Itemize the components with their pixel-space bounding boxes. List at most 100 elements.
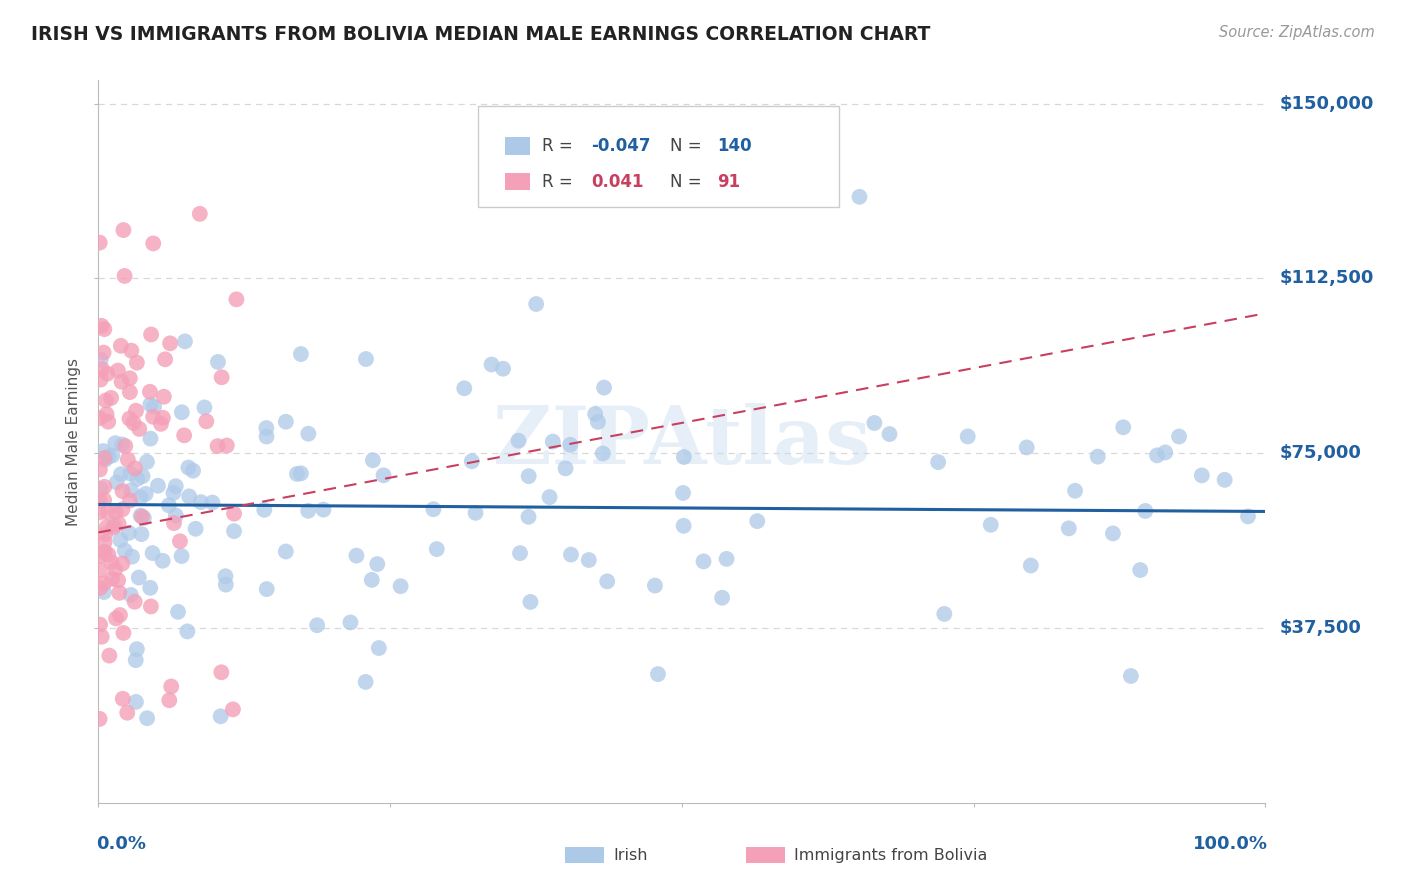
Text: ZIPAtlas: ZIPAtlas <box>494 402 870 481</box>
Point <box>89 493 111 508</box>
Point <box>195 414 218 428</box>
Point <box>118 411 141 425</box>
Point <box>98 648 121 663</box>
Point <box>103 520 125 534</box>
Point <box>117 452 139 467</box>
Text: IRISH VS IMMIGRANTS FROM BOLIVIA MEDIAN MALE EARNINGS CORRELATION CHART: IRISH VS IMMIGRANTS FROM BOLIVIA MEDIAN … <box>31 25 931 44</box>
Point <box>149 417 172 431</box>
Point <box>111 437 134 451</box>
Point <box>117 706 139 720</box>
Point <box>127 472 149 486</box>
Text: R =: R = <box>541 173 578 191</box>
Point <box>108 586 131 600</box>
Point <box>215 577 238 591</box>
Point <box>354 674 377 689</box>
Point <box>517 509 540 524</box>
Point <box>461 454 484 468</box>
Point <box>93 345 115 359</box>
Point <box>177 489 200 503</box>
Point <box>97 506 120 520</box>
Text: -0.047: -0.047 <box>591 137 651 155</box>
Point <box>517 469 540 483</box>
Point <box>107 516 129 531</box>
Point <box>157 693 180 707</box>
Point <box>207 355 229 369</box>
Y-axis label: Median Male Earnings: Median Male Earnings <box>66 358 82 525</box>
Point <box>128 570 150 584</box>
Point <box>124 595 146 609</box>
Point <box>1064 483 1087 498</box>
Point <box>104 563 127 577</box>
Point <box>129 508 152 523</box>
Point <box>290 467 312 481</box>
Point <box>104 436 127 450</box>
Point <box>136 455 159 469</box>
Point <box>297 504 319 518</box>
Point <box>177 460 200 475</box>
Point <box>152 410 174 425</box>
Point <box>290 347 312 361</box>
Point <box>89 411 111 425</box>
Point <box>97 548 120 562</box>
Point <box>153 390 176 404</box>
Point <box>90 318 112 333</box>
Text: 140: 140 <box>717 137 752 155</box>
Point <box>672 486 695 500</box>
Point <box>519 595 541 609</box>
Point <box>181 464 204 478</box>
Point <box>170 549 193 563</box>
Point <box>146 479 169 493</box>
Point <box>1237 509 1260 524</box>
Point <box>122 416 145 430</box>
Bar <box>565 847 603 863</box>
Point <box>169 534 191 549</box>
Text: N =: N = <box>671 137 707 155</box>
Point <box>114 543 136 558</box>
Point <box>118 493 141 508</box>
Point <box>135 487 157 501</box>
Point <box>1119 669 1142 683</box>
Point <box>214 569 236 583</box>
Point <box>111 557 134 571</box>
Point <box>256 429 278 443</box>
Text: $75,000: $75,000 <box>1279 444 1361 462</box>
Point <box>1087 450 1109 464</box>
Point <box>193 401 215 415</box>
Point <box>207 439 229 453</box>
Point <box>1112 420 1135 434</box>
Point <box>554 461 576 475</box>
Text: 91: 91 <box>717 173 740 191</box>
Text: Source: ZipAtlas.com: Source: ZipAtlas.com <box>1219 25 1375 40</box>
Point <box>100 391 122 405</box>
Point <box>256 582 278 596</box>
Point <box>104 505 127 519</box>
Point <box>711 591 734 605</box>
Point <box>1135 504 1157 518</box>
Point <box>373 468 395 483</box>
Point <box>225 293 247 307</box>
Point <box>111 502 134 516</box>
Point <box>879 427 901 442</box>
Point <box>114 439 136 453</box>
Point <box>1057 521 1080 535</box>
Point <box>360 573 382 587</box>
Point <box>103 518 125 533</box>
Point <box>96 367 118 381</box>
Point <box>110 467 132 482</box>
Text: N =: N = <box>671 173 707 191</box>
Point <box>91 444 114 458</box>
Bar <box>747 847 785 863</box>
Point <box>94 393 117 408</box>
Point <box>136 711 159 725</box>
Point <box>174 334 197 349</box>
Point <box>120 467 142 481</box>
Point <box>274 544 297 558</box>
Point <box>139 327 162 342</box>
Point <box>131 469 153 483</box>
Point <box>1154 445 1177 459</box>
Point <box>142 546 165 560</box>
Point <box>692 554 714 568</box>
Point <box>222 524 245 538</box>
Text: 100.0%: 100.0% <box>1192 835 1268 854</box>
Point <box>93 450 115 465</box>
